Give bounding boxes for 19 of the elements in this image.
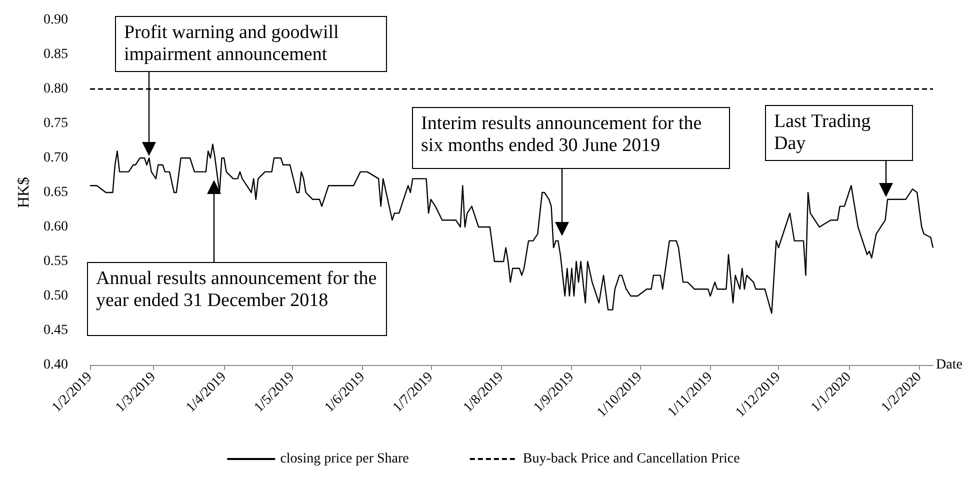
y-tick-label: 0.70 [44,150,68,166]
y-tick-label: 0.80 [44,82,68,96]
y-tick-label: 0.40 [44,358,68,372]
y-tick-label: 0.65 [44,185,68,200]
y-tick-label: 0.75 [44,116,68,131]
y-tick-label: 0.90 [44,12,68,28]
y-tick-label: 0.45 [44,323,68,338]
annotation: Last Trading Day [765,105,913,161]
y-tick-label: 0.50 [44,288,68,304]
annotation: Profit warning and goodwill impairment announcement [115,16,387,72]
annotation: Annual results announcement for the year ended 31 December 2018 [87,262,387,336]
x-axis-title: Date [936,358,962,372]
y-tick-label: 0.85 [44,47,68,62]
y-tick-label: 0.55 [44,254,68,269]
y-tick-label: 0.60 [44,220,68,234]
y-axis-title: HK$ [16,176,32,208]
annotation: Interim results announcement for the six months ended 30 June 2019 [412,107,730,169]
legend-label: closing price per Share [280,452,409,466]
legend-label: Buy-back Price and Cancellation Price [522,452,740,466]
